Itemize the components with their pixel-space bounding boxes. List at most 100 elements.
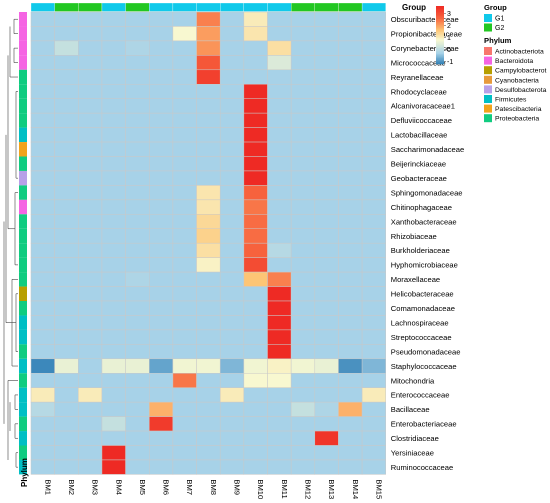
heatmap-cell (30, 387, 55, 403)
heatmap-cell (30, 199, 55, 215)
heatmap-cell (125, 98, 150, 114)
heatmap-cell (243, 271, 268, 287)
heatmap-cell (314, 242, 339, 258)
heatmap-cell (314, 127, 339, 143)
heatmap-cell (125, 185, 150, 201)
heatmap-cell (314, 358, 339, 374)
heatmap-cell (196, 271, 221, 287)
row-label: Corynebacteriaceae (391, 44, 459, 53)
phylum-annotation-cell (19, 459, 27, 475)
heatmap-cell (172, 156, 197, 172)
heatmap-cell (219, 329, 245, 345)
phylum-legend-swatch (484, 95, 492, 103)
color-scale-segment (436, 30, 444, 33)
heatmap-cell (267, 214, 292, 230)
heatmap-cell (338, 69, 363, 85)
heatmap-cell (54, 329, 79, 345)
heatmap-cell (361, 228, 387, 244)
heatmap-cell (338, 185, 363, 201)
heatmap-cell (172, 271, 197, 287)
heatmap-cell (219, 271, 245, 287)
row-label: Streptococcaceae (391, 333, 452, 342)
heatmap-cell (219, 127, 245, 143)
phylum-legend-label: Actinobacteriota (495, 49, 544, 56)
heatmap-cell (267, 286, 292, 302)
group-annotation-cell (338, 2, 363, 12)
phylum-annotation-cell (19, 445, 27, 460)
color-scale-tick-label: 0 (447, 47, 451, 54)
color-scale-segment (436, 21, 444, 24)
heatmap-cell (361, 156, 387, 172)
phylum-annotation-cell (19, 127, 27, 143)
heatmap-cell (101, 257, 126, 273)
color-scale-segment (436, 36, 444, 39)
heatmap-cell (78, 40, 103, 56)
color-scale-segment (436, 13, 444, 15)
heatmap-cell (172, 430, 197, 446)
heatmap-cell (267, 55, 292, 71)
heatmap-cell (243, 141, 268, 157)
heatmap-cell (54, 127, 79, 143)
heatmap-cell (361, 300, 387, 316)
heatmap-cell (361, 416, 387, 432)
heatmap-cell (78, 300, 103, 316)
heatmap-cell (101, 26, 126, 42)
column-label: BM7 (185, 479, 194, 495)
phylum-annotation-cell (19, 243, 27, 258)
row-label: Yersiniaceae (391, 449, 434, 458)
heatmap-cell (101, 11, 126, 27)
color-scale-segment (436, 19, 444, 21)
heatmap-cell (361, 141, 387, 157)
heatmap-cell (243, 170, 268, 186)
heatmap-cell (149, 387, 174, 403)
phylum-annotation-cell (19, 40, 27, 56)
heatmap-cell (54, 69, 79, 85)
group-annotation-cell (101, 2, 126, 12)
group-annotation-label: Group (402, 3, 426, 12)
heatmap-cell (314, 459, 339, 475)
heatmap-cell (149, 445, 174, 461)
heatmap-cell (30, 84, 55, 99)
heatmap-cell (54, 401, 79, 417)
heatmap-cell (30, 257, 55, 273)
row-label: Lachnospiraceae (391, 318, 449, 327)
phylum-legend-swatch (484, 56, 492, 65)
heatmap-cell (172, 98, 197, 114)
heatmap-cell (101, 271, 126, 287)
heatmap-cell (219, 373, 245, 388)
heatmap-cell (338, 11, 363, 27)
row-label: Rhodocyclaceae (391, 87, 447, 96)
heatmap-cell (54, 199, 79, 215)
color-scale-segment (436, 42, 444, 44)
row-label: Reyranellaceae (391, 73, 444, 82)
color-scale-segment (436, 35, 444, 37)
heatmap-cell (338, 199, 363, 215)
phylum-legend-label: Cyanobacteria (495, 77, 539, 84)
heatmap-cell (101, 242, 126, 258)
heatmap-cell (30, 69, 55, 85)
heatmap-cell (290, 127, 316, 143)
heatmap-cell (338, 228, 363, 244)
heatmap-cell (219, 430, 245, 446)
row-label: Alcanivoracaceae1 (391, 102, 455, 111)
heatmap-cell (290, 98, 316, 114)
heatmap-cell (290, 445, 316, 461)
phylum-annotation-cell (19, 431, 27, 446)
heatmap-cell (243, 11, 268, 27)
heatmap-cell (125, 84, 150, 99)
heatmap-cell (125, 112, 150, 128)
heatmap-cell (30, 228, 55, 244)
heatmap-cell (149, 98, 174, 114)
heatmap-cell (125, 26, 150, 42)
heatmap-cell (54, 98, 79, 114)
heatmap-cell (125, 300, 150, 316)
heatmap-cell (125, 69, 150, 85)
heatmap-cell (125, 228, 150, 244)
color-scale-segment (436, 59, 444, 62)
heatmap-cell (101, 358, 126, 374)
heatmap-cell (219, 344, 245, 360)
heatmap-cell (101, 401, 126, 417)
heatmap-cell (314, 141, 339, 157)
group-legend-label: G2 (495, 25, 504, 32)
row-label: Lactobacillaceae (391, 131, 448, 140)
